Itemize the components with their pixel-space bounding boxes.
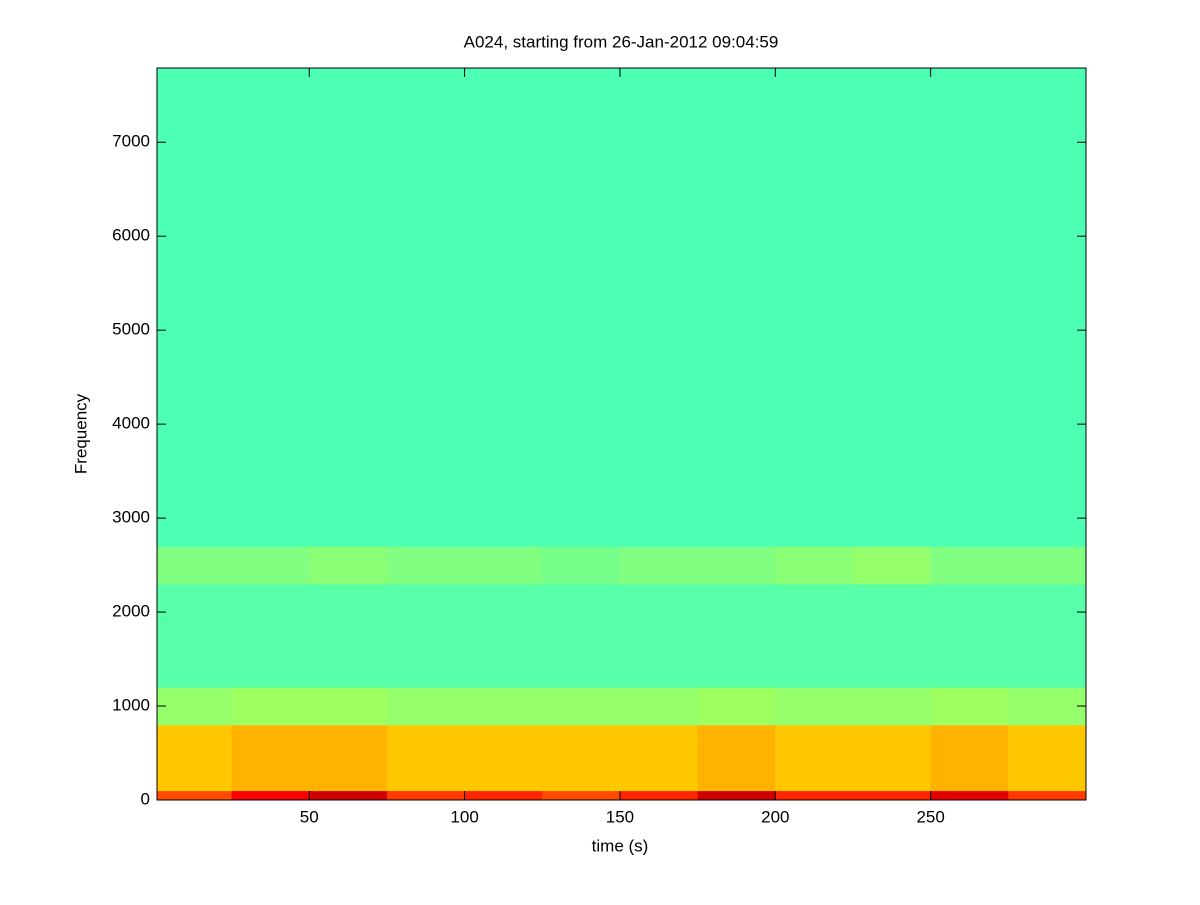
heatmap-cell <box>542 68 621 547</box>
heatmap-cell <box>852 583 932 688</box>
heatmap-cell <box>386 790 466 801</box>
heatmap-cell <box>1008 583 1087 688</box>
heatmap-cell <box>309 687 388 726</box>
heatmap-cell <box>619 687 699 726</box>
heatmap-cell <box>309 790 388 801</box>
heatmap-cell <box>309 724 388 792</box>
heatmap-cell <box>1008 724 1087 792</box>
heatmap-cell <box>157 790 233 801</box>
heatmap-cell <box>852 546 932 585</box>
y-tick-label: 3000 <box>112 508 150 527</box>
heatmap-cell <box>852 68 932 547</box>
heatmap-cell <box>697 724 776 792</box>
heatmap-cell <box>697 546 776 585</box>
heatmap-cell <box>697 790 776 801</box>
heatmap-cell <box>231 687 310 726</box>
heatmap-cell <box>386 546 466 585</box>
x-tick-label: 250 <box>916 807 944 826</box>
heatmap-cell <box>930 790 1009 801</box>
heatmap-cell <box>619 68 699 547</box>
heatmap-cell <box>464 687 543 726</box>
y-tick-label: 7000 <box>112 132 150 151</box>
y-axis-label: Frequency <box>71 393 90 474</box>
x-axis-label: time (s) <box>592 836 649 855</box>
heatmap-cell <box>775 546 854 585</box>
heatmap-cell <box>619 790 699 801</box>
heatmap-cell <box>464 724 543 792</box>
heatmap-cell <box>775 68 854 547</box>
heatmap-cell <box>1008 790 1087 801</box>
heatmap-cell <box>930 546 1009 585</box>
heatmap-cell <box>464 546 543 585</box>
heatmap-cell <box>464 790 543 801</box>
heatmap-cell <box>464 68 543 547</box>
heatmap-cell <box>852 724 932 792</box>
x-tick-label: 50 <box>300 807 319 826</box>
y-tick-label: 1000 <box>112 696 150 715</box>
heatmap-cell <box>231 546 310 585</box>
heatmap-cell <box>542 790 621 801</box>
heatmap-cell <box>930 68 1009 547</box>
heatmap-cell <box>309 583 388 688</box>
heatmap-cell <box>231 790 310 801</box>
heatmap-cell <box>542 546 621 585</box>
heatmap-cell <box>1008 68 1087 547</box>
heatmap <box>157 68 1087 801</box>
heatmap-cell <box>852 790 932 801</box>
heatmap-cell <box>157 687 233 726</box>
heatmap-cell <box>542 724 621 792</box>
heatmap-cell <box>157 583 233 688</box>
heatmap-cell <box>231 724 310 792</box>
heatmap-cell <box>386 583 466 688</box>
heatmap-cell <box>464 583 543 688</box>
y-tick-label: 6000 <box>112 226 150 245</box>
heatmap-cell <box>697 583 776 688</box>
y-tick-label: 5000 <box>112 320 150 339</box>
heatmap-cell <box>309 68 388 547</box>
heatmap-cell <box>309 546 388 585</box>
heatmap-cell <box>231 68 310 547</box>
heatmap-cell <box>619 583 699 688</box>
heatmap-cell <box>157 546 233 585</box>
heatmap-cell <box>542 583 621 688</box>
heatmap-cell <box>852 687 932 726</box>
y-tick-label: 4000 <box>112 414 150 433</box>
heatmap-cell <box>775 724 854 792</box>
heatmap-cell <box>231 583 310 688</box>
heatmap-cell <box>775 583 854 688</box>
plot-frame <box>156 67 1087 801</box>
heatmap-cell <box>697 687 776 726</box>
y-tick-label: 0 <box>141 789 150 808</box>
heatmap-cell <box>775 790 854 801</box>
heatmap-cell <box>542 687 621 726</box>
heatmap-cell <box>775 687 854 726</box>
heatmap-cell <box>157 68 233 547</box>
y-tick-label: 2000 <box>112 602 150 621</box>
heatmap-cell <box>157 724 233 792</box>
x-tick-label: 150 <box>606 807 634 826</box>
chart-title: A024, starting from 26-Jan-2012 09:04:59 <box>464 32 779 51</box>
heatmap-cell <box>386 687 466 726</box>
heatmap-cell <box>1008 687 1087 726</box>
heatmap-cell <box>386 68 466 547</box>
heatmap-cell <box>619 546 699 585</box>
heatmap-cell <box>1008 546 1087 585</box>
heatmap-cell <box>930 724 1009 792</box>
heatmap-cell <box>697 68 776 547</box>
x-tick-label: 100 <box>450 807 478 826</box>
heatmap-cell <box>930 583 1009 688</box>
heatmap-cell <box>619 724 699 792</box>
heatmap-cell <box>386 724 466 792</box>
x-tick-label: 200 <box>761 807 789 826</box>
heatmap-cell <box>930 687 1009 726</box>
